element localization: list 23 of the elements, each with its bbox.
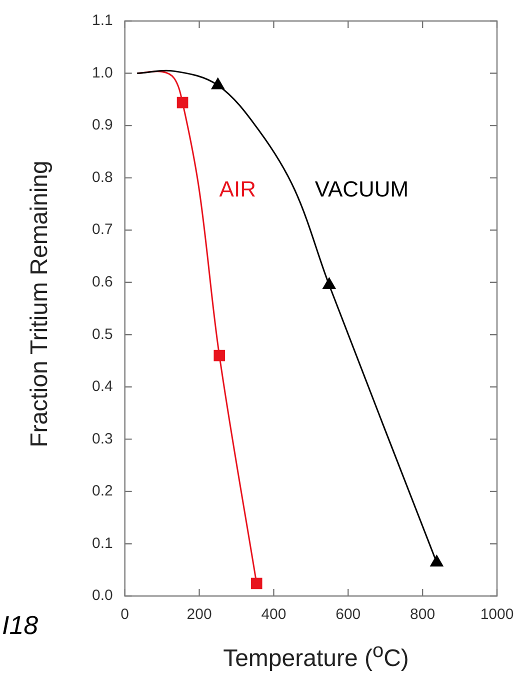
y-tick-label: 0.4 bbox=[92, 378, 113, 396]
y-tick-label: 0.6 bbox=[92, 274, 113, 291]
y-tick-label: 0.2 bbox=[92, 482, 113, 500]
y-tick-label: 0.0 bbox=[92, 587, 113, 604]
series-label: VACUUM bbox=[314, 176, 409, 202]
y-tick-label: 1.1 bbox=[92, 12, 113, 30]
text: I18 bbox=[2, 610, 38, 641]
x-tick-label: 200 bbox=[186, 606, 212, 624]
y-tick-label: 0.5 bbox=[92, 326, 113, 343]
y-axis-title: Fraction Tritium Remaining bbox=[26, 160, 54, 450]
x-tick-label: 400 bbox=[261, 606, 286, 624]
x-tick-label: 1000 bbox=[480, 606, 514, 624]
y-tick-label: 0.8 bbox=[92, 168, 113, 186]
x-tick-label: 600 bbox=[336, 606, 361, 624]
x-axis-title: Temperature ($^{o}$C) bbox=[222, 640, 410, 673]
x-tick-label: 0 bbox=[120, 606, 130, 624]
y-tick-label: 0.9 bbox=[92, 116, 113, 134]
series-label: AIR bbox=[219, 176, 256, 202]
y-tick-label: 0.3 bbox=[92, 430, 113, 448]
y-tick-label: 0.7 bbox=[92, 221, 113, 238]
y-tick-label: 1.0 bbox=[92, 64, 113, 82]
x-tick-label: 800 bbox=[410, 606, 436, 624]
y-tick-label: 0.1 bbox=[92, 534, 113, 552]
